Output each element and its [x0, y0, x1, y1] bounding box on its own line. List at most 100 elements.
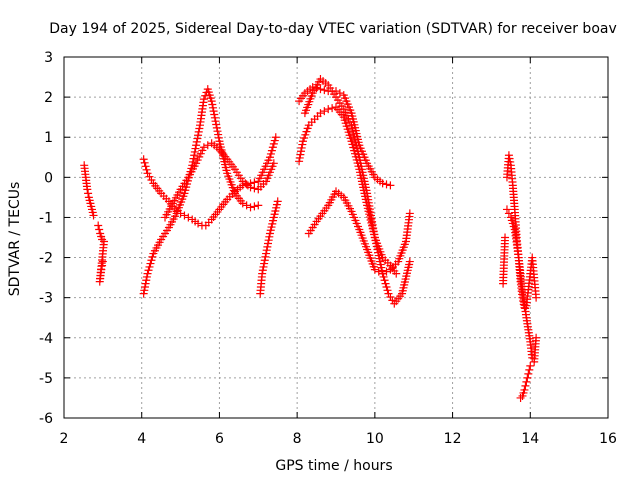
- data-point: [141, 162, 150, 171]
- series-arc-2: [94, 221, 109, 286]
- data-point: [265, 232, 274, 241]
- y-tick-label: 3: [44, 50, 53, 66]
- chart-title: Day 194 of 2025, Sidereal Day-to-day VTE…: [49, 21, 617, 37]
- data-point: [147, 256, 156, 265]
- series-arc-12: [502, 205, 541, 366]
- data-point: [143, 269, 152, 278]
- y-tick-label: -3: [39, 291, 53, 307]
- y-tick-label: -5: [39, 371, 53, 387]
- series-arc-9: [304, 187, 414, 278]
- data-point: [522, 377, 531, 386]
- series-arc-3: [139, 133, 280, 230]
- y-tick-label: -1: [39, 210, 53, 226]
- data-point: [384, 289, 393, 298]
- data-point: [194, 219, 203, 228]
- data-point: [520, 385, 529, 394]
- data-point: [501, 233, 510, 242]
- series-arc-11: [499, 151, 541, 312]
- x-tick-label: 6: [215, 431, 224, 447]
- data-point: [267, 146, 276, 155]
- y-tick-label: 2: [44, 90, 53, 106]
- data-point: [209, 107, 218, 116]
- data-point: [261, 252, 270, 261]
- data-point: [189, 154, 198, 163]
- data-point: [382, 282, 391, 291]
- data-point: [199, 143, 208, 152]
- data-point: [405, 209, 414, 218]
- x-tick-label: 10: [366, 431, 384, 447]
- y-tick-label: -4: [39, 331, 53, 347]
- data-point: [191, 144, 200, 153]
- data-point: [504, 209, 513, 218]
- data-point: [147, 176, 156, 185]
- y-axis-label: SDTVAR / TECUs: [7, 182, 23, 297]
- data-point: [328, 104, 337, 113]
- data-point: [265, 153, 274, 162]
- data-point: [140, 158, 149, 167]
- data-point: [502, 205, 511, 214]
- data-point: [213, 127, 222, 136]
- data-point: [143, 169, 152, 178]
- data-point: [144, 266, 153, 275]
- data-point: [212, 123, 221, 132]
- data-point: [190, 147, 199, 156]
- x-tick-label: 8: [293, 431, 302, 447]
- data-point: [210, 113, 219, 122]
- data-point: [97, 265, 106, 274]
- y-tick-label: -6: [39, 411, 53, 427]
- data-point: [523, 373, 532, 382]
- data-point: [250, 202, 259, 211]
- data-point: [184, 213, 193, 222]
- data-point: [273, 197, 282, 206]
- data-point: [246, 203, 255, 212]
- series-arc-6: [256, 197, 282, 298]
- data-point: [380, 276, 389, 285]
- data-point: [145, 262, 154, 271]
- data-point: [269, 139, 278, 148]
- data-point: [320, 86, 329, 95]
- data-point: [214, 133, 223, 142]
- data-point: [208, 100, 217, 109]
- data-point: [335, 89, 344, 98]
- data-points: [80, 75, 541, 402]
- data-point: [382, 180, 391, 189]
- data-point: [95, 225, 104, 234]
- data-point: [208, 103, 217, 112]
- data-point: [193, 134, 202, 143]
- data-point: [238, 199, 247, 208]
- x-axis-label: GPS time / hours: [275, 458, 392, 474]
- data-point: [324, 105, 333, 114]
- data-point: [190, 151, 199, 160]
- data-point: [316, 85, 325, 94]
- x-tick-label: 2: [60, 431, 69, 447]
- data-point: [142, 165, 151, 174]
- data-point: [180, 211, 189, 220]
- data-point: [379, 272, 388, 281]
- data-point: [295, 157, 304, 166]
- y-tick-label: 0: [44, 170, 53, 186]
- data-point: [532, 333, 541, 342]
- data-point: [525, 365, 534, 374]
- data-point: [270, 136, 279, 145]
- data-point: [194, 131, 203, 140]
- data-point: [94, 221, 103, 230]
- data-point: [98, 235, 107, 244]
- data-point: [139, 155, 148, 164]
- data-point: [297, 147, 306, 156]
- data-point: [98, 261, 107, 270]
- data-point: [98, 257, 107, 266]
- y-tick-label: -2: [39, 251, 53, 267]
- data-point: [195, 124, 204, 133]
- data-point: [266, 149, 275, 158]
- data-point: [210, 110, 219, 119]
- data-point: [381, 279, 390, 288]
- data-point: [260, 259, 269, 268]
- data-point: [268, 143, 277, 152]
- series-arc-4: [139, 85, 263, 298]
- data-point: [192, 141, 201, 150]
- data-point: [258, 269, 267, 278]
- series-arc-1: [80, 161, 98, 220]
